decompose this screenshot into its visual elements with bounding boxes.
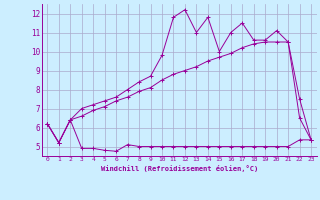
X-axis label: Windchill (Refroidissement éolien,°C): Windchill (Refroidissement éolien,°C) (100, 165, 258, 172)
